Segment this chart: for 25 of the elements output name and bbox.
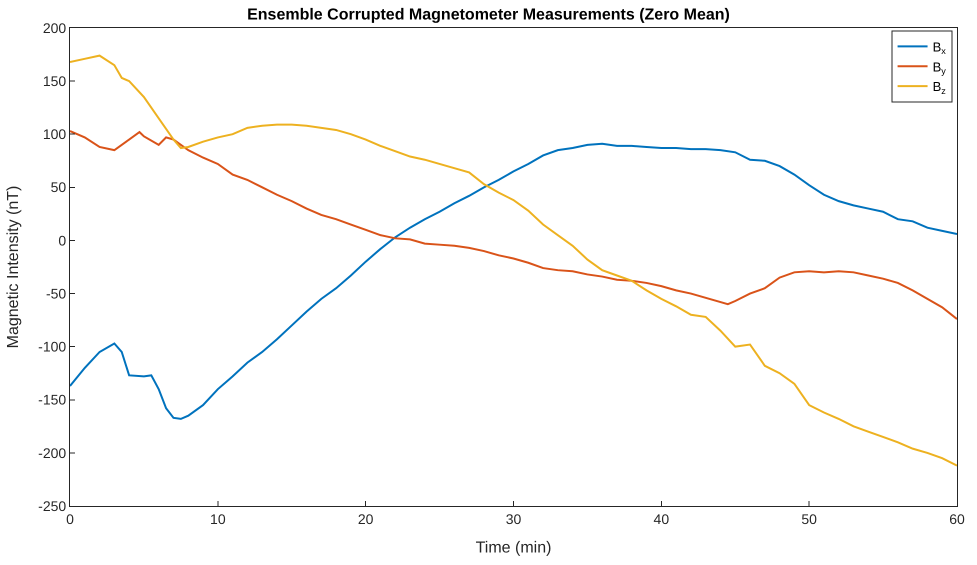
line-series [70,142,957,420]
y-tick-label: -200 [38,444,66,461]
line-series [70,130,957,320]
y-tick-label: 50 [50,179,66,196]
y-tick-label: 150 [42,73,66,90]
chart-title: Ensemble Corrupted Magnetometer Measurements (Zero Mean) [247,6,730,24]
x-tick-label: 10 [210,510,226,527]
x-tick-label: 60 [949,510,965,527]
y-tick-label: -250 [38,498,66,514]
y-tick-label: 100 [42,126,66,142]
x-tick-label: 40 [654,510,670,527]
y-tick-label: -50 [46,285,66,302]
x-tick-label: 30 [506,510,522,527]
y-tick-label: 200 [42,20,66,36]
x-axis-title: Time (min) [476,540,552,556]
legend-label: B$_{z}$ [932,79,946,96]
y-axis-title: Magnetic Intensity (nT) [5,186,22,348]
y-tick-label: 0 [58,232,66,248]
x-tick-label: 50 [801,510,818,527]
legend-label: B$_{x}$ [932,39,946,56]
legend-label: B$_{y}$ [932,59,946,76]
x-tick-label: 20 [358,510,374,527]
y-tick-label: -100 [38,338,66,355]
y-tick-label: -150 [38,392,66,408]
line-series [70,54,957,467]
